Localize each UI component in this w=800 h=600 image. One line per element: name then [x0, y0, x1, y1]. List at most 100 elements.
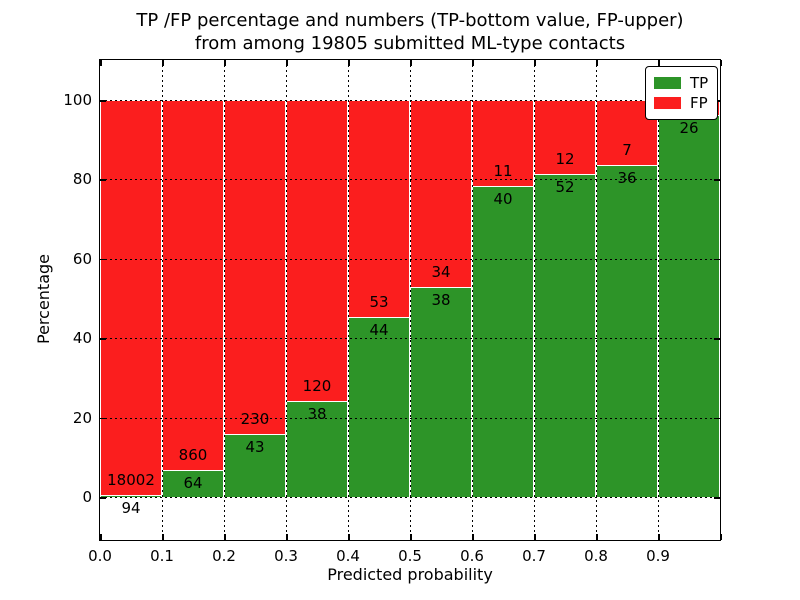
ytick-label-40: 40 — [72, 329, 92, 348]
xtick-top-3 — [286, 60, 288, 66]
bar-tp-0.6-0.7 — [472, 185, 534, 497]
y-axis-label: Percentage — [34, 253, 53, 344]
xtick-label-0.9: 0.9 — [646, 547, 670, 565]
bar-tp-0.5-0.6 — [410, 287, 472, 497]
xtick-top-1 — [162, 60, 164, 66]
fp-count-label-0.4-0.5: 53 — [369, 292, 389, 311]
xtick-bottom-2 — [224, 534, 226, 540]
ytick-right-60 — [714, 258, 720, 261]
xtick-label-0.0: 0.0 — [88, 547, 112, 565]
bar-tp-0.8-0.9 — [596, 164, 658, 497]
gridline-x-0.8 — [596, 60, 597, 540]
legend-label-tp: TP — [690, 74, 709, 92]
bar-fp-0.2-0.3 — [224, 100, 286, 435]
xtick-label-0.4: 0.4 — [336, 547, 360, 565]
xtick-top-7 — [534, 60, 536, 66]
fp-count-label-0.8-0.9: 7 — [622, 140, 632, 159]
xtick-bottom-8 — [596, 534, 598, 540]
tp-count-label-0.9-1.0: 26 — [679, 118, 699, 137]
xtick-bottom-4 — [348, 534, 350, 540]
xtick-top-9 — [658, 60, 660, 66]
legend-entry-tp: TP — [654, 73, 708, 93]
ytick-label-20: 20 — [72, 408, 92, 427]
xtick-top-2 — [224, 60, 226, 66]
fp-count-label-0.2-0.3: 230 — [240, 410, 270, 429]
xtick-top-5 — [410, 60, 412, 66]
gridline-x-0.1 — [162, 60, 163, 540]
legend-entry-fp: FP — [654, 93, 708, 113]
xtick-label-0.2: 0.2 — [212, 547, 236, 565]
tp-count-label-0.5-0.6: 38 — [431, 291, 451, 310]
ytick-left-80 — [100, 179, 106, 181]
gridline-x-0.6 — [472, 60, 473, 540]
ytick-label-60: 60 — [72, 249, 92, 268]
xtick-top-10 — [720, 60, 722, 66]
legend-label-fp: FP — [690, 94, 708, 112]
xtick-bottom-6 — [472, 534, 474, 540]
xtick-top-4 — [348, 60, 350, 66]
fp-count-label-0.5-0.6: 34 — [431, 263, 451, 282]
xtick-top-6 — [472, 60, 474, 66]
ytick-left-100 — [100, 100, 106, 102]
ytick-right-40 — [714, 338, 720, 340]
gridline-x-0.9 — [658, 60, 659, 540]
tp-count-label-0.0-0.1: 94 — [121, 499, 141, 517]
chart-title: TP /FP percentage and numbers (TP-bottom… — [100, 9, 720, 55]
ytick-right-20 — [714, 417, 720, 420]
xtick-bottom-5 — [410, 534, 412, 540]
fp-count-label-0.3-0.4: 120 — [302, 377, 332, 396]
xtick-label-0.8: 0.8 — [584, 547, 608, 565]
fp-count-label-0.7-0.8: 12 — [555, 150, 575, 169]
bar-tp-0.7-0.8 — [534, 174, 596, 497]
tp-count-label-0.3-0.4: 38 — [307, 405, 327, 424]
xtick-bottom-1 — [162, 534, 164, 540]
xtick-top-0 — [100, 60, 102, 66]
xtick-bottom-7 — [534, 534, 536, 540]
xtick-label-0.7: 0.7 — [522, 547, 546, 565]
chart-title-line1: TP /FP percentage and numbers (TP-bottom… — [136, 10, 684, 31]
chart-title-line2: from among 19805 submitted ML-type conta… — [194, 33, 626, 54]
bar-tp-0.0-0.1 — [100, 495, 162, 497]
bar-fp-0.0-0.1 — [100, 100, 162, 495]
fp-color-swatch — [654, 97, 681, 109]
xtick-label-0.1: 0.1 — [150, 547, 174, 565]
bar-tp-0.9-1.0 — [658, 114, 720, 497]
fp-count-label-0.6-0.7: 11 — [493, 161, 513, 180]
ytick-label-0: 0 — [82, 488, 92, 506]
ytick-label-100: 100 — [63, 91, 92, 109]
xtick-bottom-10 — [720, 534, 722, 540]
bar-fp-0.4-0.5 — [348, 100, 410, 317]
tp-color-swatch — [654, 77, 681, 89]
ytick-left-0 — [100, 497, 106, 499]
tp-count-label-0.8-0.9: 36 — [617, 168, 637, 187]
ytick-left-40 — [100, 338, 106, 340]
fp-count-label-0.0-0.1: 18002 — [107, 471, 155, 489]
ytick-label-80: 80 — [72, 170, 92, 189]
gridline-x-0.2 — [224, 60, 225, 540]
xtick-label-0.6: 0.6 — [460, 547, 484, 565]
ytick-left-60 — [100, 258, 106, 261]
gridline-x-0.5 — [410, 60, 411, 540]
ytick-right-80 — [714, 179, 720, 181]
xtick-top-8 — [596, 60, 598, 66]
legend: TP FP — [645, 66, 719, 120]
bar-tp-0.1-0.2 — [162, 469, 224, 497]
xtick-bottom-3 — [286, 534, 288, 540]
fp-count-label-0.1-0.2: 860 — [178, 445, 208, 464]
x-axis-label: Predicted probability — [327, 565, 493, 584]
tp-count-label-0.7-0.8: 52 — [555, 178, 575, 197]
xtick-bottom-0 — [100, 534, 102, 540]
bar-tp-0.4-0.5 — [348, 316, 410, 497]
gridline-x-0.3 — [286, 60, 287, 540]
tp-count-label-0.1-0.2: 64 — [183, 473, 203, 492]
gridline-x-0.7 — [534, 60, 535, 540]
tp-count-label-0.2-0.3: 43 — [245, 438, 265, 457]
ytick-right-0 — [714, 497, 720, 499]
tp-count-label-0.6-0.7: 40 — [493, 189, 513, 208]
bar-fp-0.1-0.2 — [162, 100, 224, 470]
tp-count-label-0.4-0.5: 44 — [369, 320, 389, 339]
gridline-x-0.4 — [348, 60, 349, 540]
xtick-bottom-9 — [658, 534, 660, 540]
ytick-left-20 — [100, 417, 106, 420]
